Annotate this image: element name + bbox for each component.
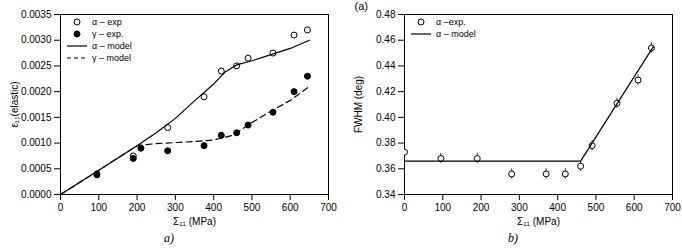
svg-text:0: 0: [58, 202, 64, 213]
svg-text:0.0025: 0.0025: [21, 60, 52, 71]
svg-text:400: 400: [205, 202, 222, 213]
html-text:a): a): [164, 231, 174, 245]
svg-text:700: 700: [320, 202, 337, 213]
svg-text:300: 300: [511, 202, 528, 213]
svg-text:0: 0: [402, 202, 408, 213]
svg-text:700: 700: [664, 202, 681, 213]
svg-text:0.36: 0.36: [376, 163, 396, 174]
svg-text:0.44: 0.44: [376, 60, 396, 71]
svg-text:500: 500: [588, 202, 605, 213]
html-text:γ – exp.: γ – exp.: [92, 29, 124, 39]
svg-text:100: 100: [90, 202, 107, 213]
html-text:α –exp.: α –exp.: [436, 17, 466, 27]
svg-text:0.34: 0.34: [376, 189, 396, 200]
html-text:α – model: α – model: [92, 41, 132, 51]
svg-text:200: 200: [473, 202, 490, 213]
svg-text:0.46: 0.46: [376, 34, 396, 45]
svg-text:0.0035: 0.0035: [21, 9, 52, 20]
svg-text:0.0000: 0.0000: [21, 189, 52, 200]
svg-text:500: 500: [244, 202, 261, 213]
svg-text:600: 600: [282, 202, 299, 213]
svg-text:600: 600: [626, 202, 643, 213]
svg-text:ε₁₁(elastic): ε₁₁(elastic): [9, 81, 20, 127]
html-text:α – exp: α – exp: [92, 17, 122, 27]
svg-text:100: 100: [434, 202, 451, 213]
html-text:γ – model: γ – model: [92, 53, 131, 63]
svg-text:0.42: 0.42: [376, 86, 396, 97]
svg-text:(a): (a): [355, 0, 368, 12]
svg-text:200: 200: [129, 202, 146, 213]
svg-text:0.0020: 0.0020: [21, 86, 52, 97]
svg-text:0.40: 0.40: [376, 112, 396, 123]
svg-text:0.0015: 0.0015: [21, 112, 52, 123]
svg-text:0.0030: 0.0030: [21, 34, 52, 45]
html-text:b): b): [508, 231, 518, 245]
svg-text:Σ₁₁ (MPa): Σ₁₁ (MPa): [517, 216, 560, 227]
svg-text:300: 300: [167, 202, 184, 213]
html-text:α – model: α – model: [436, 29, 476, 39]
svg-text:0.0005: 0.0005: [21, 163, 52, 174]
svg-text:400: 400: [549, 202, 566, 213]
svg-text:Σ₁₁ (MPa): Σ₁₁ (MPa): [173, 216, 216, 227]
svg-text:FWHM (deg): FWHM (deg): [353, 76, 364, 133]
svg-text:0.0010: 0.0010: [21, 137, 52, 148]
svg-text:0.48: 0.48: [376, 9, 396, 20]
svg-text:0.38: 0.38: [376, 137, 396, 148]
